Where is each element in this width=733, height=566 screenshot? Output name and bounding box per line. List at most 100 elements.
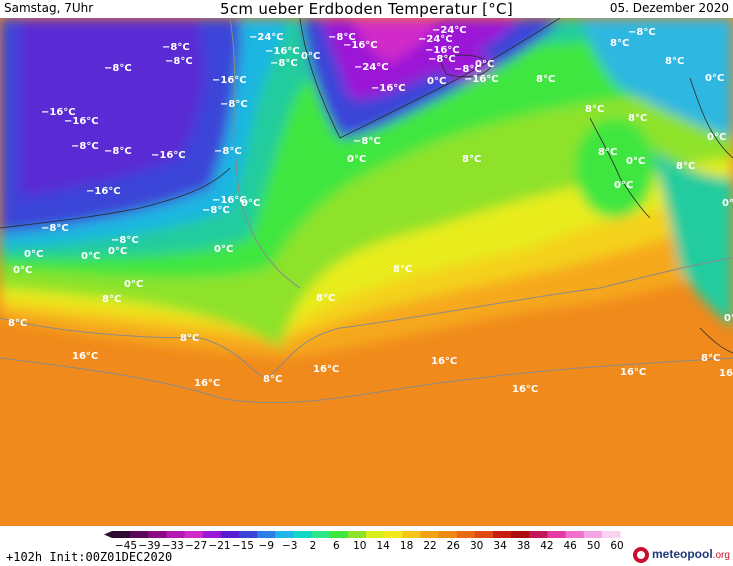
colorbar-swatch: [220, 531, 240, 538]
temperature-label: −16°C: [41, 107, 76, 118]
temperature-label: 0°C: [427, 76, 446, 87]
temperature-label: −16°C: [425, 45, 460, 56]
temperature-label: −8°C: [353, 136, 381, 147]
colorbar-tick-label: 60: [610, 540, 623, 550]
colorbar-swatch: [601, 531, 621, 538]
temperature-label: −16°C: [343, 40, 378, 51]
temperature-label: 16°C: [72, 351, 98, 362]
colorbar-swatch: [583, 531, 603, 538]
colorbar-swatch: [456, 531, 476, 538]
colorbar-swatch: [366, 531, 385, 538]
temperature-label: 16°C: [431, 356, 457, 367]
logo-text: meteopool.org: [652, 547, 730, 561]
colorbar: −45 −39 −33 −27 −21 −15 −9 −3 2 6 10 14 18 22 26 30 34 38…: [104, 531, 624, 550]
colorbar-tick-label: 46: [564, 540, 578, 550]
temperature-label: 0°C: [24, 249, 43, 260]
colorbar-arrow: [104, 531, 112, 538]
temperature-label: 8°C: [665, 56, 684, 67]
temperature-label: 0°C: [13, 265, 32, 276]
temperature-map-canvas: −8°C8°C−24°C−24°C −24°C−8°C−16°C−8°C −16°C…: [0, 18, 733, 526]
contour-0c: [229, 18, 301, 289]
colorbar-swatch: [384, 531, 403, 538]
colorbar-tick-label: 42: [540, 540, 553, 550]
temperature-label: −16°C: [212, 75, 247, 86]
temperature-labels: −8°C8°C−24°C−24°C −24°C−8°C−16°C−8°C −16°C…: [8, 25, 733, 395]
temperature-label: 8°C: [628, 113, 647, 124]
temperature-label: −16°C: [86, 186, 121, 197]
temperature-label: 8°C: [393, 264, 412, 275]
temperature-label: −8°C: [41, 223, 69, 234]
colorbar-tick-label: 18: [400, 540, 413, 550]
temperature-label: −16°C: [464, 74, 499, 85]
temperature-label: −16°C: [265, 46, 300, 57]
temperature-label: −16°C: [371, 83, 406, 94]
colorbar-tick-label: −33: [162, 540, 184, 550]
temperature-label: −16°C: [151, 150, 186, 161]
colorbar-tick-label: −39: [138, 540, 160, 550]
contour-8c: [0, 257, 733, 379]
colorbar-swatch: [529, 531, 548, 538]
temperature-label: 8°C: [180, 333, 199, 344]
map-header: Samstag, 7Uhr 5cm ueber Erdboden Tempera…: [0, 0, 733, 20]
temperature-label: 16°C: [313, 364, 339, 375]
temperature-label: 8°C: [610, 38, 629, 49]
temperature-label: −8°C: [202, 205, 230, 216]
temperature-label: 8°C: [701, 353, 720, 364]
temperature-label: 16°C: [719, 368, 733, 379]
colorbar-tick-label: −45: [115, 540, 137, 550]
temperature-label: −24°C: [354, 62, 389, 73]
colorbar-swatch: [438, 531, 458, 538]
temperature-label: 8°C: [676, 161, 695, 172]
temperature-label: 0°C: [108, 246, 127, 257]
colorbar-swatch: [293, 531, 313, 538]
temperature-label: −8°C: [104, 63, 132, 74]
colorbar-swatch: [257, 531, 276, 538]
temperature-label: −8°C: [214, 146, 242, 157]
colorbar-swatch: [565, 531, 585, 538]
temperature-label: 0°C: [614, 180, 633, 191]
temperature-field: [0, 18, 733, 358]
temperature-label: 8°C: [462, 154, 481, 165]
temperature-label: −24°C: [418, 34, 453, 45]
colorbar-tick-label: 10: [353, 540, 366, 550]
colorbar-tick-label: 30: [470, 540, 483, 550]
colorbar-swatch: [493, 531, 512, 538]
map-footer: −45 −39 −33 −27 −21 −15 −9 −3 2 6 10 14 18 22 26 30 34 38…: [0, 526, 733, 566]
temperature-map: −8°C 8°C −24°C −24°C −24°C −8°C −16°C −8°C −16°C…: [0, 18, 733, 526]
colorbar-swatches: [104, 531, 621, 538]
meteopool-logo[interactable]: meteopool.org: [633, 546, 730, 564]
temperature-label: 0°C: [301, 51, 320, 62]
colorbar-tick-label: 34: [493, 540, 507, 550]
temperature-label: −24°C: [249, 32, 284, 43]
temperature-label: 0°C: [241, 198, 260, 209]
temperature-label: 8°C: [536, 74, 555, 85]
temperature-label: −8°C: [165, 56, 193, 67]
valid-day-time: Samstag, 7Uhr: [4, 1, 94, 15]
temperature-label: −16°C: [64, 116, 99, 127]
valid-date: 05. Dezember 2020: [609, 1, 729, 15]
colorbar-swatch: [547, 531, 567, 538]
temperature-label: −8°C: [104, 146, 132, 157]
temperature-label: 16°C: [512, 384, 538, 395]
temperature-label: 8°C: [598, 147, 617, 158]
colorbar-swatch: [347, 531, 367, 538]
temperature-label: 16°C: [194, 378, 220, 389]
colorbar-labels: −45 −39 −33 −27 −21 −15 −9 −3 2 6 10 14 18 22 26 30 34 38…: [115, 540, 624, 550]
colorbar-swatch: [511, 531, 530, 538]
colorbar-tick-label: 22: [423, 540, 436, 550]
temperature-label: 0°C: [722, 198, 733, 209]
temperature-label: −8°C: [428, 54, 456, 65]
colorbar-swatch: [275, 531, 294, 538]
colorbar-tick-label: 6: [333, 540, 340, 550]
colorbar-swatch: [130, 531, 149, 538]
colorbar-swatch: [402, 531, 421, 538]
temperature-label: −8°C: [71, 141, 99, 152]
colorbar-swatch: [166, 531, 186, 538]
temperature-label: −8°C: [162, 42, 190, 53]
temperature-label: −8°C: [328, 32, 356, 43]
colorbar-tick-label: −27: [185, 540, 207, 550]
temperature-label: 0°C: [707, 132, 726, 143]
colorbar-tick-label: −3: [282, 540, 297, 550]
temperature-label: −8°C: [454, 64, 482, 75]
temperature-label: 8°C: [102, 294, 121, 305]
